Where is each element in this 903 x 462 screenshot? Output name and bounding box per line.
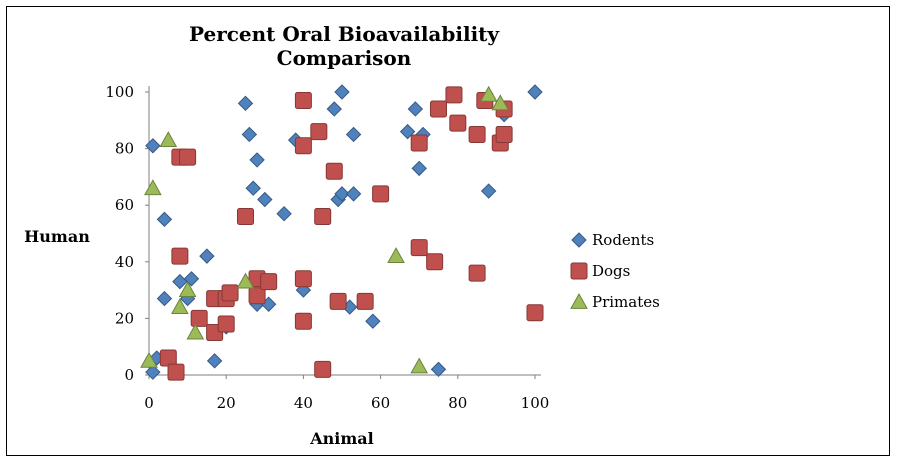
dogs-point [430, 100, 447, 118]
dogs-point [410, 239, 428, 257]
dogs-point [294, 137, 312, 155]
dogs-point [526, 304, 544, 322]
chart-title-line1: Percent Oral Bioavailability [189, 22, 500, 46]
dogs-point [167, 363, 185, 381]
dogs-point [449, 114, 467, 132]
rodents-point [430, 361, 447, 378]
data-points [140, 84, 544, 381]
y-tick-label: 20 [115, 309, 134, 327]
legend-marker-rodents [571, 232, 587, 248]
dogs-point [294, 312, 312, 330]
dogs-point [237, 208, 254, 226]
y-axis-title: Human [24, 227, 90, 246]
legend-marker-primates [570, 292, 588, 309]
primates-point [236, 272, 255, 289]
rodents-point [334, 186, 350, 202]
x-axis-title: Animal [309, 429, 374, 448]
rodents-point [411, 160, 427, 177]
dogs-point [468, 125, 486, 143]
dogs-point [325, 162, 343, 180]
dogs-point [410, 134, 428, 152]
rodents-point [237, 95, 254, 112]
dogs-point [495, 125, 513, 143]
rodents-point [245, 180, 261, 196]
primates-point [410, 357, 429, 374]
rodents-point [199, 248, 215, 264]
primates-point [491, 94, 510, 111]
primates-point [479, 85, 498, 102]
dogs-point [468, 264, 486, 282]
rodents-point [249, 152, 265, 168]
chart-title-line2: Comparison [277, 46, 412, 70]
x-tick-label: 20 [217, 394, 236, 412]
series-dogs [159, 86, 544, 381]
legend-label-primates: Primates [592, 293, 660, 311]
dogs-point [372, 185, 390, 203]
dogs-point [294, 91, 312, 109]
chart-frame: Percent Oral Bioavailability Comparison … [6, 6, 890, 456]
rodents-point [156, 211, 173, 228]
dogs-point [221, 284, 239, 302]
rodents-point [206, 353, 223, 369]
rodents-point [156, 290, 173, 307]
primates-point [186, 323, 205, 340]
dogs-point [356, 292, 374, 310]
dogs-point [260, 273, 278, 291]
primates-point [171, 298, 189, 314]
tick-labels: 0 20 40 60 80 100 0 20 40 60 80 100 [105, 83, 549, 412]
rodents-point [365, 313, 381, 329]
rodents-point [345, 126, 362, 143]
legend-item-dogs: Dogs [570, 262, 630, 280]
rodents-point [345, 186, 362, 202]
dogs-point [217, 315, 235, 333]
dogs-point [159, 349, 177, 367]
y-tick-label: 100 [105, 83, 134, 101]
rodents-point [480, 183, 497, 199]
rodents-point [527, 84, 543, 100]
y-tick-label: 0 [124, 366, 134, 384]
legend-item-primates: Primates [570, 292, 660, 311]
primates-point [178, 281, 197, 297]
rodents-point [145, 138, 161, 154]
dogs-point [294, 270, 312, 288]
x-tick-label: 0 [144, 394, 154, 412]
legend-label-dogs: Dogs [592, 262, 630, 280]
primates-point [387, 247, 405, 264]
rodents-point [407, 101, 424, 117]
dogs-point [329, 292, 347, 310]
y-tick-label: 60 [115, 196, 134, 214]
x-tick-label: 100 [521, 394, 550, 412]
rodents-point [334, 84, 350, 100]
dogs-point [310, 123, 328, 141]
rodents-point [241, 126, 258, 143]
dogs-point [171, 247, 189, 265]
dogs-point [445, 86, 463, 104]
rodents-point [257, 191, 273, 208]
dogs-point [426, 253, 444, 271]
dogs-point [314, 360, 332, 378]
rodents-point [276, 205, 292, 222]
x-tick-label: 40 [294, 394, 313, 412]
legend-item-rodents: Rodents [571, 231, 654, 249]
rodents-point [399, 123, 416, 140]
axes [145, 86, 541, 379]
y-tick-label: 40 [115, 253, 134, 271]
legend: Rodents Dogs Primates [570, 231, 660, 311]
rodents-point [145, 364, 161, 380]
rodents-point [326, 101, 342, 117]
dogs-point [314, 208, 332, 226]
x-tick-label: 80 [448, 394, 467, 412]
scatter-chart: Percent Oral Bioavailability Comparison … [24, 22, 660, 448]
dogs-point [248, 287, 266, 305]
primates-point [144, 179, 162, 196]
legend-marker-dogs [570, 262, 588, 280]
dogs-point [190, 309, 208, 327]
primates-point [159, 131, 178, 148]
series-primates [140, 85, 510, 374]
y-tick-label: 80 [115, 140, 134, 158]
dogs-point [179, 148, 197, 166]
x-tick-label: 60 [371, 394, 390, 412]
primates-point [140, 351, 158, 368]
legend-label-rodents: Rodents [592, 231, 654, 249]
